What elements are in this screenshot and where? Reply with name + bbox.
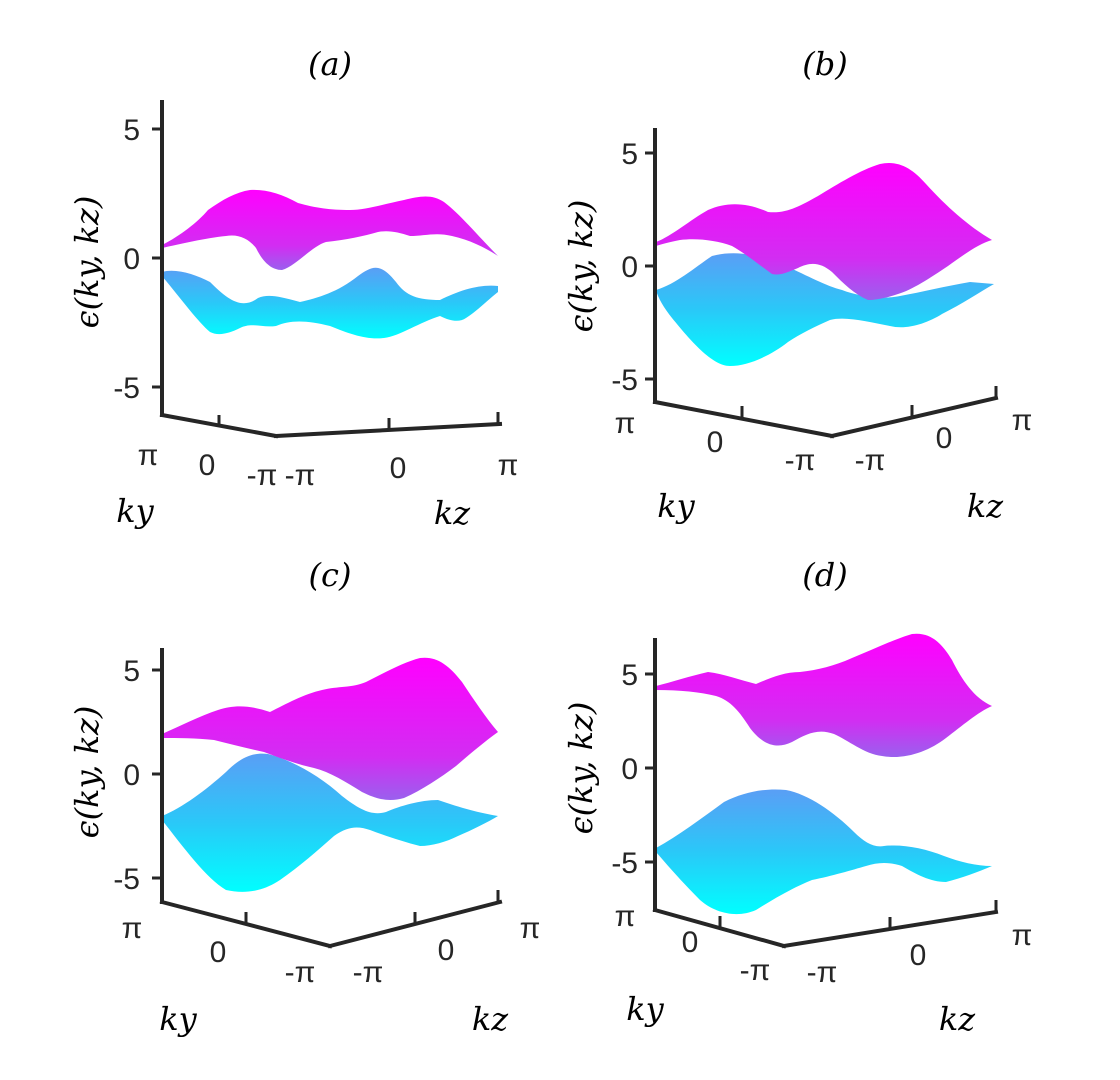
- panel-b: (b) 5 0 -5 π 0 -π -π 0 π ϵ(ky, kz) ky kz: [562, 45, 1032, 525]
- panel-d-ky-tick-label: 0: [682, 926, 699, 959]
- panel-a-lower-band-surface: [162, 267, 498, 339]
- panel-c: (c) 5 0 -5 π 0 -π -π 0 π ϵ(ky, kz) ky kz: [68, 556, 540, 1038]
- panel-d-z-axis-label: ϵ(ky, kz): [562, 702, 600, 835]
- panel-a: (a) 5 0 -5 π 0 -π -π 0 π ϵ(ky, kz) ky kz: [68, 45, 518, 532]
- panel-b-kz-tick-label: π: [1012, 404, 1033, 437]
- panel-d-ky-tick-label: -π: [740, 954, 771, 987]
- panel-a-ky-axis-label: ky: [116, 492, 154, 530]
- panel-c-ky-axis-label: ky: [159, 1000, 197, 1038]
- panel-c-upper-band-surface: [162, 657, 498, 800]
- panel-d-kz-axis-label: kz: [939, 1000, 976, 1038]
- panel-b-kz-tick-label: -π: [855, 444, 886, 477]
- panel-c-z-axis-label: ϵ(ky, kz): [68, 706, 106, 839]
- panel-d: (d) 5 0 -5 π 0 -π -π 0 π ϵ(ky, kz) ky kz: [562, 556, 1032, 1038]
- panel-d-kz-tick-label: -π: [807, 956, 838, 989]
- panel-c-ky-tick-label: π: [122, 912, 143, 945]
- panel-a-kz-tick-label: 0: [390, 452, 407, 485]
- panel-a-ky-tick-label: 0: [199, 449, 216, 482]
- panel-b-ky-tick-label: π: [615, 407, 636, 440]
- panel-c-z-tick-label: 5: [123, 655, 140, 688]
- panel-c-ky-tick-label: 0: [210, 936, 227, 969]
- panel-d-kz-tick-label: π: [1012, 919, 1033, 952]
- panel-b-ky-tick-label: 0: [707, 426, 724, 459]
- panel-b-ky-axis: [652, 399, 835, 439]
- panel-c-kz-tick-label: 0: [438, 934, 455, 967]
- panel-a-kz-tick-label: -π: [285, 459, 316, 492]
- panel-d-z-tick-label: 0: [621, 753, 638, 786]
- panel-a-ky-tick-label: -π: [247, 459, 278, 492]
- panel-b-z-tick-label: -5: [611, 364, 638, 397]
- panel-a-z-axis-label: ϵ(ky, kz): [68, 196, 106, 329]
- panel-b-upper-band-surface: [656, 162, 992, 300]
- panel-b-ky-axis-label: ky: [657, 487, 695, 525]
- panel-b-kz-axis: [829, 395, 999, 439]
- panel-a-kz-tick-label: π: [498, 449, 519, 482]
- panel-b-kz-axis-label: kz: [967, 487, 1004, 525]
- panel-b-z-axis-label: ϵ(ky, kz): [562, 200, 600, 333]
- panel-c-kz-tick-label: -π: [353, 956, 384, 989]
- panel-b-kz-tick-label: 0: [936, 422, 953, 455]
- panel-b-lower-band-surface: [656, 253, 994, 366]
- panel-d-z-tick-label: 5: [621, 659, 638, 692]
- panel-b-title: (b): [802, 45, 847, 83]
- panel-a-ky-tick-label: π: [138, 439, 159, 472]
- panel-d-kz-tick-label: 0: [910, 939, 927, 972]
- panel-b-z-tick-label: 5: [621, 138, 638, 171]
- panel-c-title: (c): [309, 556, 352, 594]
- panel-a-kz-axis-label: kz: [434, 494, 471, 532]
- panel-a-z-tick-label: 0: [123, 243, 140, 276]
- panel-a-title: (a): [308, 45, 352, 83]
- panel-a-z-tick-label: -5: [113, 372, 140, 405]
- panel-b-z-tick-label: 0: [621, 251, 638, 284]
- panel-d-lower-band-surface: [656, 789, 992, 915]
- panel-d-ky-axis-label: ky: [626, 990, 664, 1028]
- panel-a-upper-band-surface: [162, 189, 498, 270]
- panel-a-z-tick-label: 5: [123, 114, 140, 147]
- panel-d-upper-band-surface: [656, 633, 992, 758]
- panel-c-z-tick-label: -5: [113, 863, 140, 896]
- panel-c-lower-band-surface: [162, 753, 498, 892]
- panel-c-kz-tick-label: π: [520, 912, 541, 945]
- panel-d-z-tick-label: -5: [611, 847, 638, 880]
- panel-d-ky-tick-label: π: [615, 900, 636, 933]
- panel-c-kz-axis-label: kz: [472, 1000, 509, 1038]
- panel-d-title: (d): [802, 556, 847, 594]
- panel-b-ky-tick-label: -π: [785, 444, 816, 477]
- panel-c-z-tick-label: 0: [123, 759, 140, 792]
- panel-c-ky-tick-label: -π: [285, 956, 316, 989]
